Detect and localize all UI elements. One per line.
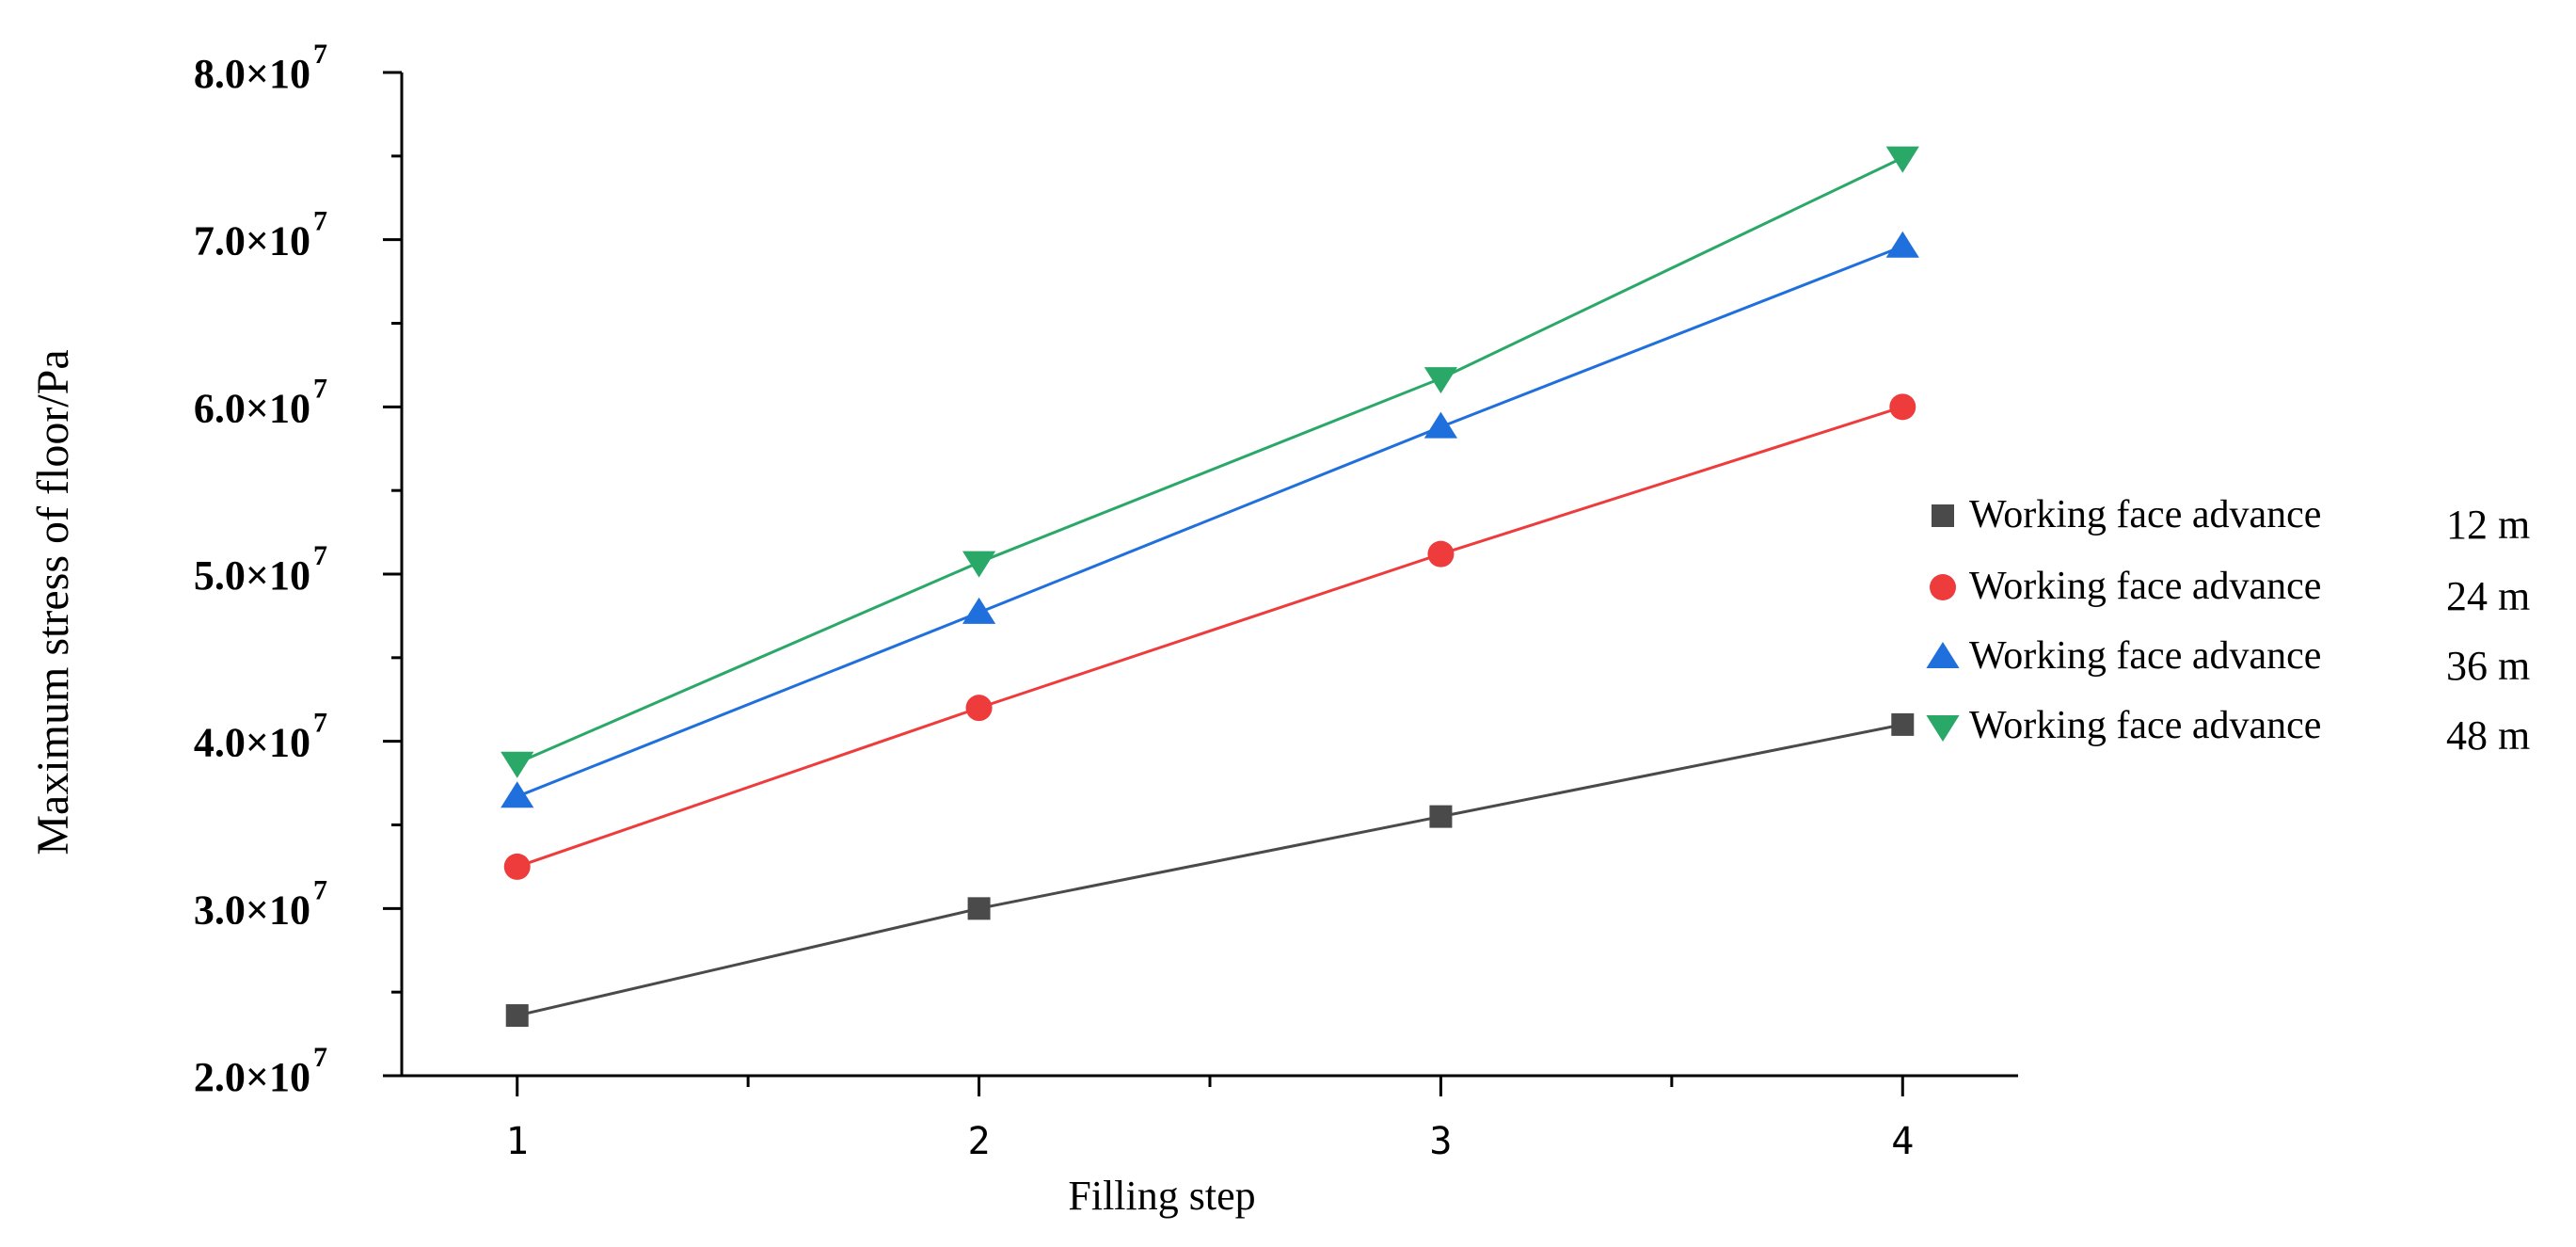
data-point	[967, 897, 991, 920]
legend-label: Working face advance	[1969, 565, 2321, 608]
y-tick-label: 2.0×10	[194, 1054, 310, 1100]
legend: Working face advance 12 m Working face adv…	[1926, 493, 2530, 759]
legend-marker	[1926, 642, 1960, 668]
x-tick-label: 1	[506, 1120, 529, 1163]
plot-area	[501, 146, 1919, 1028]
series-12m	[505, 712, 1915, 1028]
data-point	[1423, 367, 1458, 394]
y-tick-label: 8.0×10	[194, 51, 310, 97]
y-tick-exponent: 7	[313, 708, 327, 739]
data-point	[503, 853, 531, 880]
data-point	[505, 1004, 529, 1028]
y-tick-exponent: 7	[313, 373, 327, 404]
legend-label: Working face advance	[1969, 634, 2321, 678]
data-point	[1889, 393, 1916, 421]
y-tick-label: 6.0×10	[194, 385, 310, 431]
series-line	[517, 723, 1903, 1017]
legend-marker	[1926, 715, 1960, 742]
data-point	[1885, 231, 1919, 258]
series-48m	[501, 146, 1919, 778]
series-line	[517, 156, 1903, 765]
y-tick-label: 7.0×10	[194, 218, 310, 264]
series-24m	[503, 393, 1916, 880]
legend-marker	[1932, 504, 1954, 527]
data-point	[1891, 712, 1915, 736]
x-tick-label: 3	[1429, 1120, 1452, 1163]
series-36m	[501, 231, 1919, 808]
legend-advance: 36 m	[2446, 643, 2530, 689]
y-tick-label: 5.0×10	[194, 552, 310, 599]
data-point	[1885, 146, 1919, 173]
legend-advance: 12 m	[2446, 502, 2530, 548]
series-line	[517, 245, 1903, 798]
axes: 2.0×10 73.0×10 74.0×10 75.0×10 76.0×10 77.0×1…	[194, 39, 2018, 1163]
data-point	[1429, 805, 1453, 828]
legend-label: Working face advance	[1969, 704, 2321, 747]
x-tick-label: 2	[968, 1120, 991, 1163]
legend-label: Working face advance	[1969, 493, 2321, 536]
x-tick-label: 4	[1891, 1120, 1914, 1163]
data-point	[1423, 411, 1458, 439]
y-tick-label: 3.0×10	[194, 887, 310, 933]
x-axis-title: Filling step	[1068, 1173, 1255, 1219]
data-point	[501, 781, 534, 808]
series-line	[517, 405, 1903, 869]
y-tick-exponent: 7	[313, 874, 327, 905]
data-point	[962, 551, 996, 578]
legend-advance: 48 m	[2446, 712, 2530, 759]
data-point	[501, 751, 534, 778]
y-tick-exponent: 7	[313, 39, 327, 70]
y-tick-label: 4.0×10	[194, 720, 310, 766]
data-point	[962, 597, 996, 624]
y-tick-exponent: 7	[313, 206, 327, 237]
y-axis-title: Maximum stress of floor/Pa	[28, 349, 78, 855]
legend-marker	[1930, 574, 1956, 600]
data-point	[1427, 540, 1455, 568]
y-tick-exponent: 7	[313, 1042, 327, 1073]
data-point	[965, 695, 993, 722]
legend-advance: 24 m	[2446, 573, 2530, 619]
y-tick-exponent: 7	[313, 540, 327, 571]
